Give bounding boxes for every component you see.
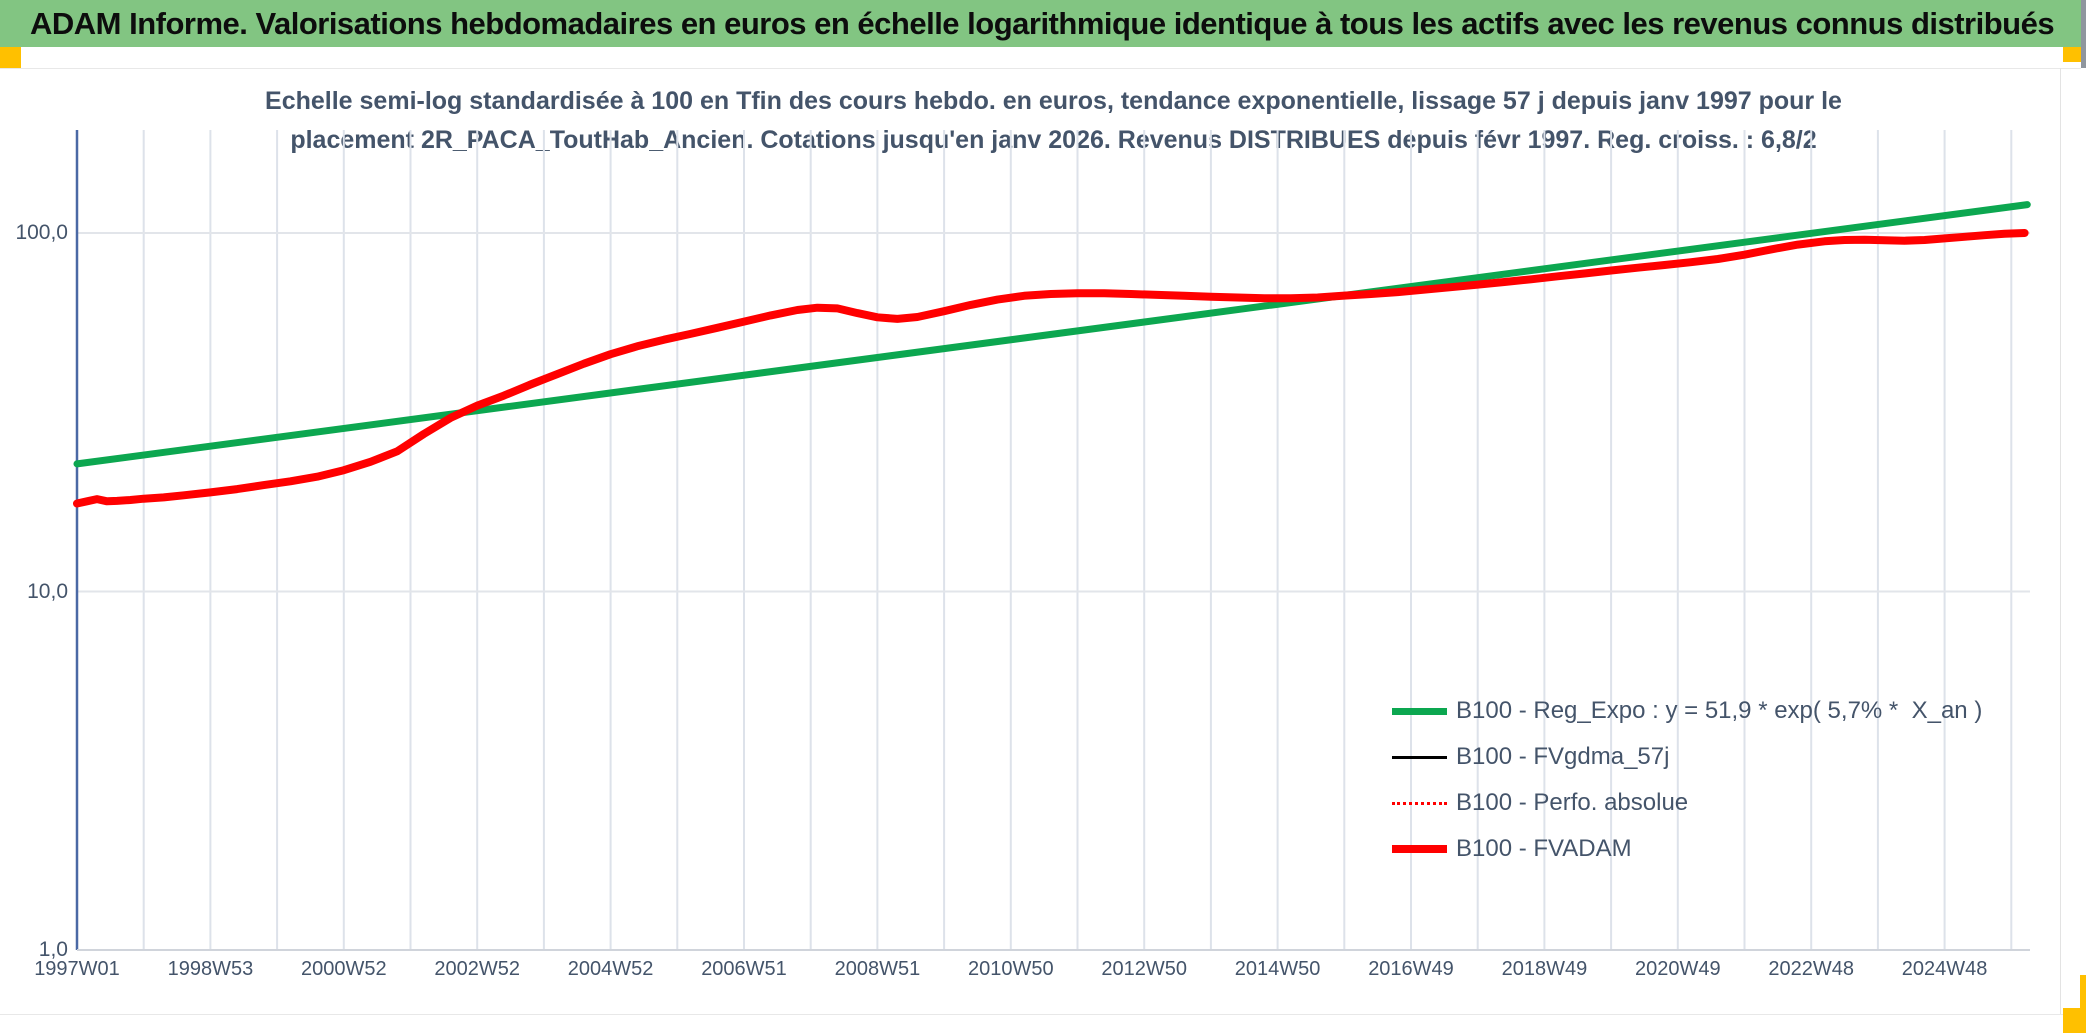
legend-label: B100 - FVADAM (1456, 835, 1632, 862)
series-line-0 (73, 201, 2031, 468)
perfo-absolue-line-swatch-icon (1392, 801, 1447, 805)
legend-item-fvgdma[interactable]: B100 - FVgdma_57j (1392, 734, 1992, 780)
accent-square-left (0, 47, 21, 68)
accent-square-bottom-right (2063, 1008, 2086, 1033)
y-tick-label: 10,0 (27, 579, 68, 603)
chart-frame-right (2060, 68, 2061, 1014)
series-line-3 (73, 229, 2029, 508)
fvadam-line-swatch-icon (1392, 845, 1447, 853)
x-tick-label: 2012W50 (1101, 958, 1187, 980)
accent-square-top-right (2063, 47, 2081, 62)
window-edge (2081, 0, 2086, 68)
legend-item-reg-expo[interactable]: B100 - Reg_Expo : y = 51,9 * exp( 5,7% *… (1392, 688, 1992, 734)
banner-title: ADAM Informe. Valorisations hebdomadaire… (30, 6, 2055, 41)
y-tick-label: 1,0 (38, 938, 68, 961)
legend-label: B100 - Perfo. absolue (1456, 789, 1689, 816)
x-tick-label: 2004W52 (567, 958, 654, 980)
legend-label: B100 - FVgdma_57j (1456, 743, 1670, 770)
legend-item-perfo-absolue[interactable]: B100 - Perfo. absolue (1392, 780, 1992, 826)
chart-title-line1: Echelle semi-log standardisée à 100 en T… (265, 87, 1842, 115)
banner: ADAM Informe. Valorisations hebdomadaire… (0, 0, 2081, 47)
chart-legend: B100 - Reg_Expo : y = 51,9 * exp( 5,7% *… (1392, 688, 1992, 872)
legend-item-fvadam[interactable]: B100 - FVADAM (1392, 826, 1992, 872)
x-tick-label: 1998W53 (167, 958, 254, 980)
x-tick-label: 2022W48 (1768, 958, 1854, 980)
x-tick-label: 2014W50 (1234, 958, 1321, 980)
accent-strip-right (2080, 975, 2086, 1033)
y-tick-label: 100,0 (15, 221, 68, 244)
x-tick-label: 2016W49 (1368, 958, 1454, 980)
x-tick-label: 2018W49 (1501, 958, 1588, 980)
x-tick-label: 2006W51 (701, 958, 787, 980)
x-tick-label: 2010W50 (967, 958, 1054, 980)
fvgdma-line-swatch-icon (1392, 755, 1447, 759)
reg-expo-line-swatch-icon (1392, 707, 1447, 715)
x-tick-label: 2020W49 (1634, 958, 1721, 980)
row-divider-top (0, 68, 2081, 69)
x-tick-label: 2024W48 (1901, 958, 1988, 980)
x-tick-label: 1997W01 (34, 958, 120, 980)
x-tick-label: 2000W52 (300, 958, 387, 980)
x-tick-label: 2008W51 (834, 958, 921, 980)
x-tick-label: 2002W52 (434, 958, 520, 980)
legend-label: B100 - Reg_Expo : y = 51,9 * exp( 5,7% *… (1456, 697, 1983, 724)
chart-frame-bottom (0, 1014, 2063, 1015)
